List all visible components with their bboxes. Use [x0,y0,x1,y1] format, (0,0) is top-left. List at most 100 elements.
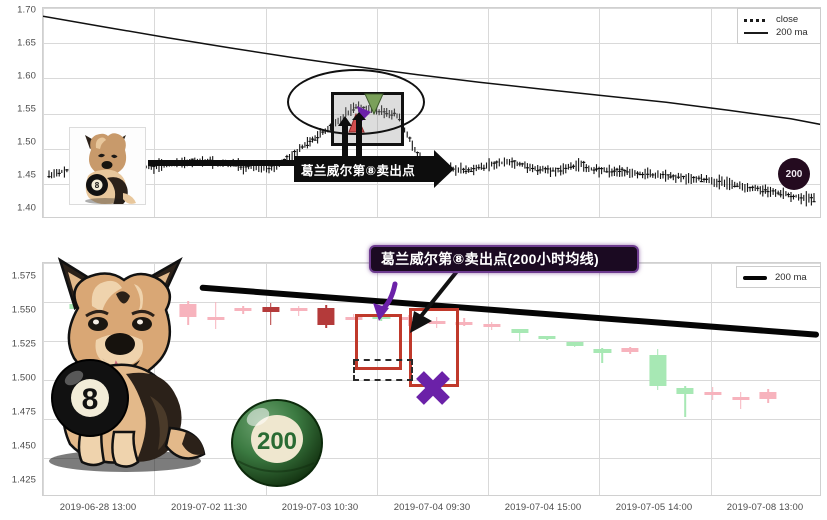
x-axis-tick-label: 2019-07-04 09:30 [393,502,471,513]
thick-line-icon [742,272,768,283]
sell-signal-banner: 葛兰威尔第⑧卖出点 [294,156,434,182]
gridline-vertical [266,263,267,495]
top-overview-panel: 1.70 1.65 1.60 1.55 1.50 1.45 1.40 close 200 ma [0,0,827,232]
gridline-horizontal [43,458,820,459]
gridline-vertical [43,263,44,495]
candle-wick [214,301,217,330]
gridline-horizontal [43,43,820,44]
candle-body [207,316,225,320]
gridline-horizontal [43,419,820,420]
y-axis-tick-label: 1.500 [11,372,36,384]
candle-wick [518,329,521,342]
dotted-line-icon [743,14,769,25]
banner-arrow-tail [148,160,298,166]
candle-body [317,307,335,325]
black-pointer-arrow [410,263,464,333]
y-axis-tick-label: 1.550 [11,304,36,316]
gridline-vertical [711,263,712,495]
banner-stem-right [356,118,362,162]
gridline-horizontal [43,184,820,185]
solid-line-icon [743,27,769,38]
x-axis-tick-label: 2019-07-05 14:00 [615,502,693,513]
gridline-vertical [266,8,267,217]
candle-body [289,307,308,312]
top-chart-200ma-line [43,15,820,126]
german-shepherd-8ball-thumbnail: 8 [85,133,136,208]
y-axis-tick-label: 1.65 [17,37,36,49]
candle-wick [684,385,687,418]
gridline-vertical [488,8,489,217]
banner-stem-left [342,124,348,162]
candle-body [621,348,639,353]
candle-body [593,349,611,354]
x-axis-tick-label: 2019-07-02 11:30 [171,502,247,513]
y-axis-tick-label: 1.60 [17,70,36,82]
candle-body [179,303,197,318]
top-chart-legend: close 200 ma [737,8,821,44]
candle-body [428,320,446,324]
chart-title-box: 葛兰威尔第⑧卖出点(200小时均线) [369,245,639,273]
candle-body [759,392,777,399]
top-chart-y-axis: 1.70 1.65 1.60 1.55 1.50 1.45 1.40 [0,0,40,232]
ma-end-200-badge: 200 [778,158,810,190]
candle-wick [739,392,742,409]
candle-body [538,335,556,339]
banner-arrow-head [434,150,454,188]
sell-point-x-marker [416,371,450,405]
bottom-chart-200ma-line [199,284,819,338]
german-shepherd-holding-8ball: 8 [30,250,212,475]
gridline-vertical [488,263,489,495]
candle-wick [601,348,604,364]
gridline-horizontal [43,8,820,9]
candle-body [510,329,529,333]
candle-body [262,307,280,312]
gridline-horizontal [43,149,820,150]
y-axis-tick-label: 1.525 [11,338,36,350]
svg-text:8: 8 [95,181,100,190]
x-axis-tick-label: 2019-07-03 10:30 [281,502,359,513]
candle-body [676,388,694,394]
ball-200-illustration: 200 [228,395,326,487]
gridline-vertical [599,263,600,495]
legend-entry: close [743,13,813,26]
y-axis-tick-label: 1.55 [17,103,36,115]
candle-wick [270,302,272,325]
bottom-chart-x-axis: 2019-06-28 13:00 2019-07-02 11:30 2019-07-… [42,496,821,520]
ball-8-label: 8 [82,383,99,416]
candle-body [649,354,667,386]
candle-body [234,308,252,312]
x-axis-tick-label: 2019-07-08 13:00 [726,502,804,513]
x-axis-tick-label: 2019-07-04 15:00 [504,502,582,513]
ma-end-200-label: 200 [785,168,803,180]
bottom-chart-legend: 200 ma [736,266,821,288]
banner-stem-arrowheads [338,112,366,126]
y-axis-tick-label: 1.450 [11,440,36,452]
y-axis-tick-label: 1.425 [11,474,36,486]
candle-body [455,322,473,326]
gridline-vertical [599,8,600,217]
candle-body [731,397,750,401]
legend-label: close [776,14,799,25]
bottom-chart-candles [43,263,820,495]
y-axis-tick-label: 1.40 [17,202,36,214]
legend-label: 200 ma [776,27,808,38]
gridline-horizontal [43,341,820,342]
gridline-horizontal [43,78,820,79]
signal-reference-dashed-box [353,359,413,381]
y-axis-tick-label: 1.45 [17,169,36,181]
y-axis-tick-label: 1.50 [17,136,36,148]
gridline-vertical [43,8,44,217]
y-axis-tick-label: 1.575 [11,270,36,282]
candle-body [345,316,363,320]
candle-body [483,324,501,328]
inset-dog-thumbnail-frame: 8 [69,127,146,208]
gridline-vertical [154,8,155,217]
legend-label: 200 ma [775,272,807,283]
legend-entry: 200 ma [743,26,813,39]
legend-entry: 200 ma [742,271,813,284]
top-chart-plot-area [42,7,821,218]
purple-pointer-arrow [373,281,398,321]
candle-body [566,342,584,346]
candle-body [704,392,722,396]
